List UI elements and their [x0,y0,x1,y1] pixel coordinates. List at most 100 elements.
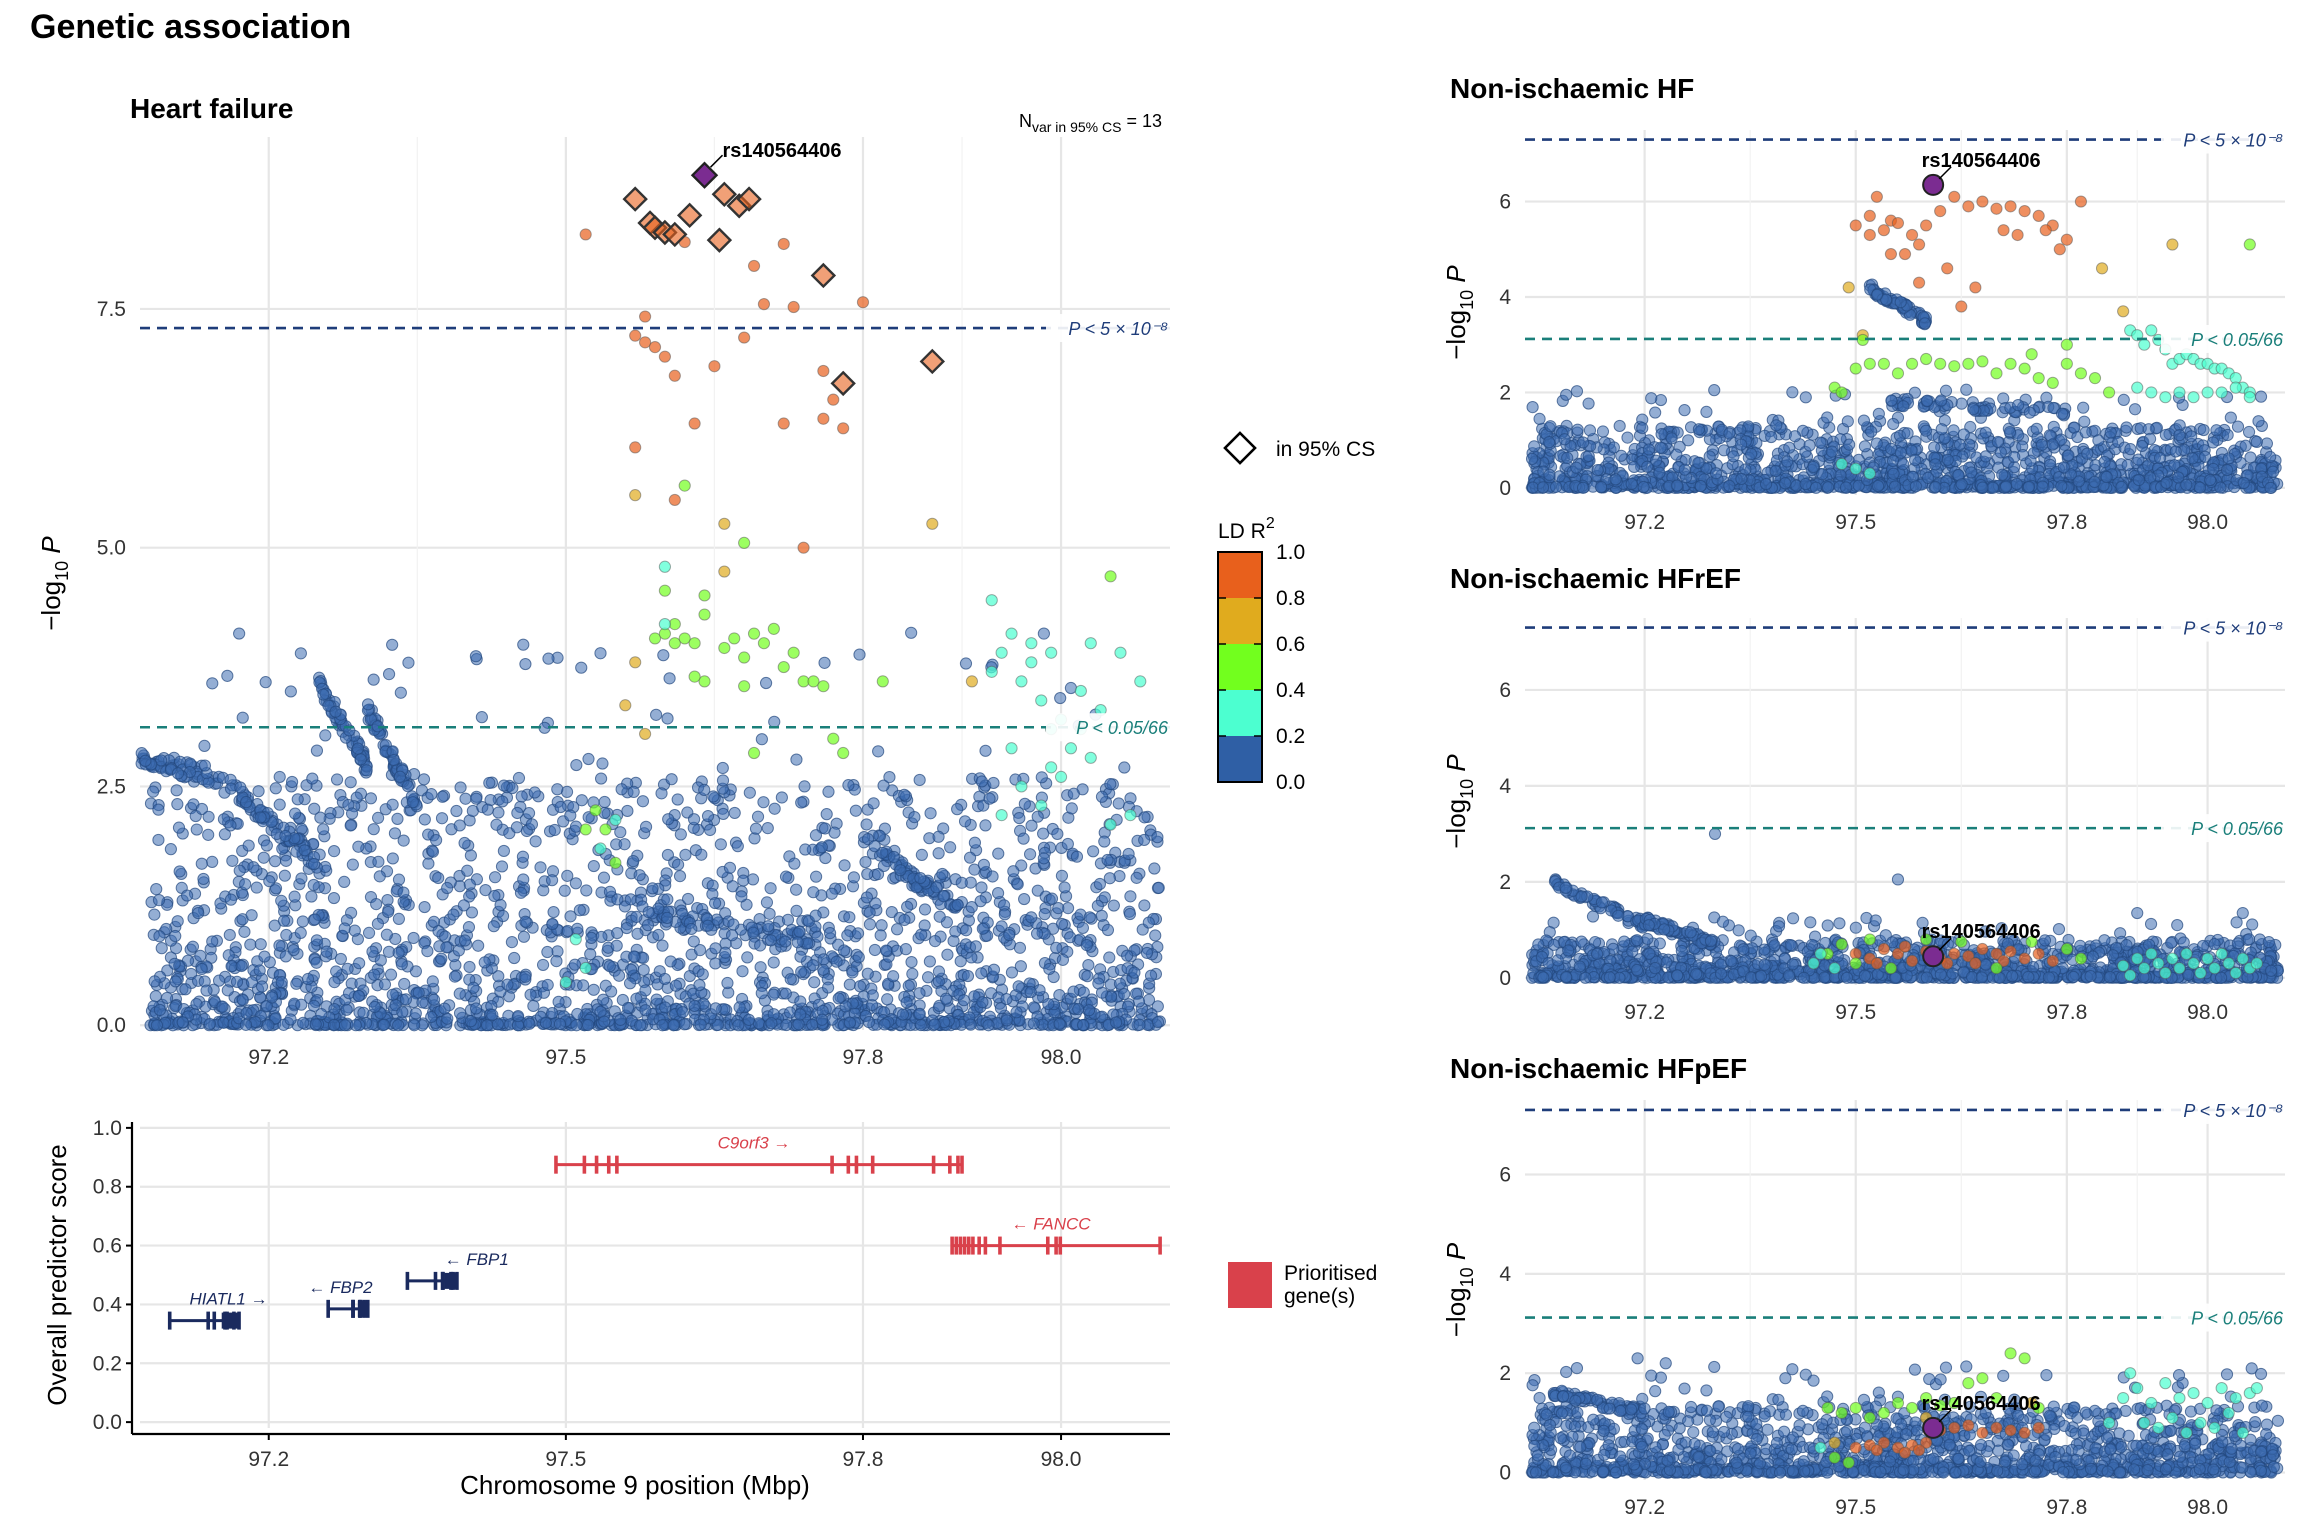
variant-point [641,919,655,932]
variant-point [1865,425,1878,438]
variant-point [519,970,532,983]
variant-point [1133,1018,1146,1031]
variant-point [913,773,926,787]
variant-point [338,1019,352,1032]
variant-point [230,975,244,988]
variant-point [757,298,771,311]
variant-point [399,993,413,1006]
variant-point [2060,233,2073,246]
variant-point [488,871,502,884]
variant-point [1770,419,1783,432]
variant-point [757,637,771,650]
variant-point [1038,908,1051,921]
variant-point [559,976,572,989]
variant-point [905,626,918,639]
y-tick-label: 2.5 [97,775,126,798]
x-tick-label: 98.0 [1041,1046,1082,1069]
variant-point [2077,401,2090,414]
variant-point [571,922,584,935]
variant-point [1781,455,1794,468]
variant-point [777,660,790,674]
variant-point [1098,835,1111,848]
variant-point [1024,985,1037,999]
variant-point [382,668,396,681]
variant-point [1134,675,1147,688]
variant-point [1037,627,1050,640]
variant-point [216,1000,229,1013]
variant-point [998,908,1011,921]
variant-point [828,826,841,839]
variant-point [1962,200,1975,213]
variant-point [240,1007,253,1020]
variant-point [777,237,790,251]
variant-point [301,972,315,986]
variant-point [148,975,161,988]
variant-point [206,855,219,868]
variant-point [624,893,637,906]
variant-point [976,996,989,1009]
variant-point [2198,450,2212,463]
variant-point [317,688,330,701]
variant-point [1835,386,1848,399]
variant-point [809,829,823,842]
variant-point [718,641,731,655]
variant-point [1886,454,1900,468]
variant-point [1678,463,1691,476]
variant-point [298,844,311,857]
variant-point [1994,446,2007,459]
y-tick-label: 6 [1499,679,1511,702]
variant-point [1990,202,2003,215]
variant-point [1849,462,1862,475]
variant-point [244,938,257,951]
variant-point [1561,451,1574,464]
variant-point [898,788,911,801]
variant-point [787,300,800,314]
variant-point [1877,224,1890,237]
variant-point [1533,412,1546,425]
variant-point [1093,877,1106,891]
variant-point [708,896,722,910]
variant-point [361,698,375,711]
variant-point [529,835,542,848]
variant-point [310,744,324,757]
variant-point [1929,458,1942,471]
variant-point [2081,447,2094,460]
variant-point [961,969,975,983]
variant-point [554,800,567,814]
variant-point [508,951,521,965]
variant-point [985,594,998,607]
y-tick-label: 2 [1499,381,1511,404]
variant-point [806,959,820,972]
variant-point [338,875,351,888]
variant-point [308,802,321,815]
variant-point [1765,430,1778,444]
variant-point [1043,962,1056,976]
variant-point [678,479,691,492]
variant-point [598,1015,611,1028]
variant-point [505,935,519,949]
variant-point [790,883,803,896]
variant-point [386,798,399,811]
variant-point [2008,450,2021,464]
variant-point [669,979,682,992]
variant-point [1857,414,1871,427]
variant-point [262,1019,275,1032]
variant-point [629,489,642,502]
variant-point [735,890,748,903]
variant-point [1960,383,1973,396]
variant-point [2055,479,2068,493]
variant-point [639,1004,652,1017]
variant-point [757,796,770,809]
variant-point [830,955,843,968]
credible-set-variant [830,370,856,397]
variant-point [2030,422,2043,435]
variant-point [2060,338,2073,351]
variant-point [353,957,366,970]
variant-point [658,584,672,597]
variant-point [285,775,299,789]
variant-point [1101,923,1115,937]
variant-point [2052,923,2066,936]
variant-point [354,753,367,766]
variant-point [1884,247,1898,261]
